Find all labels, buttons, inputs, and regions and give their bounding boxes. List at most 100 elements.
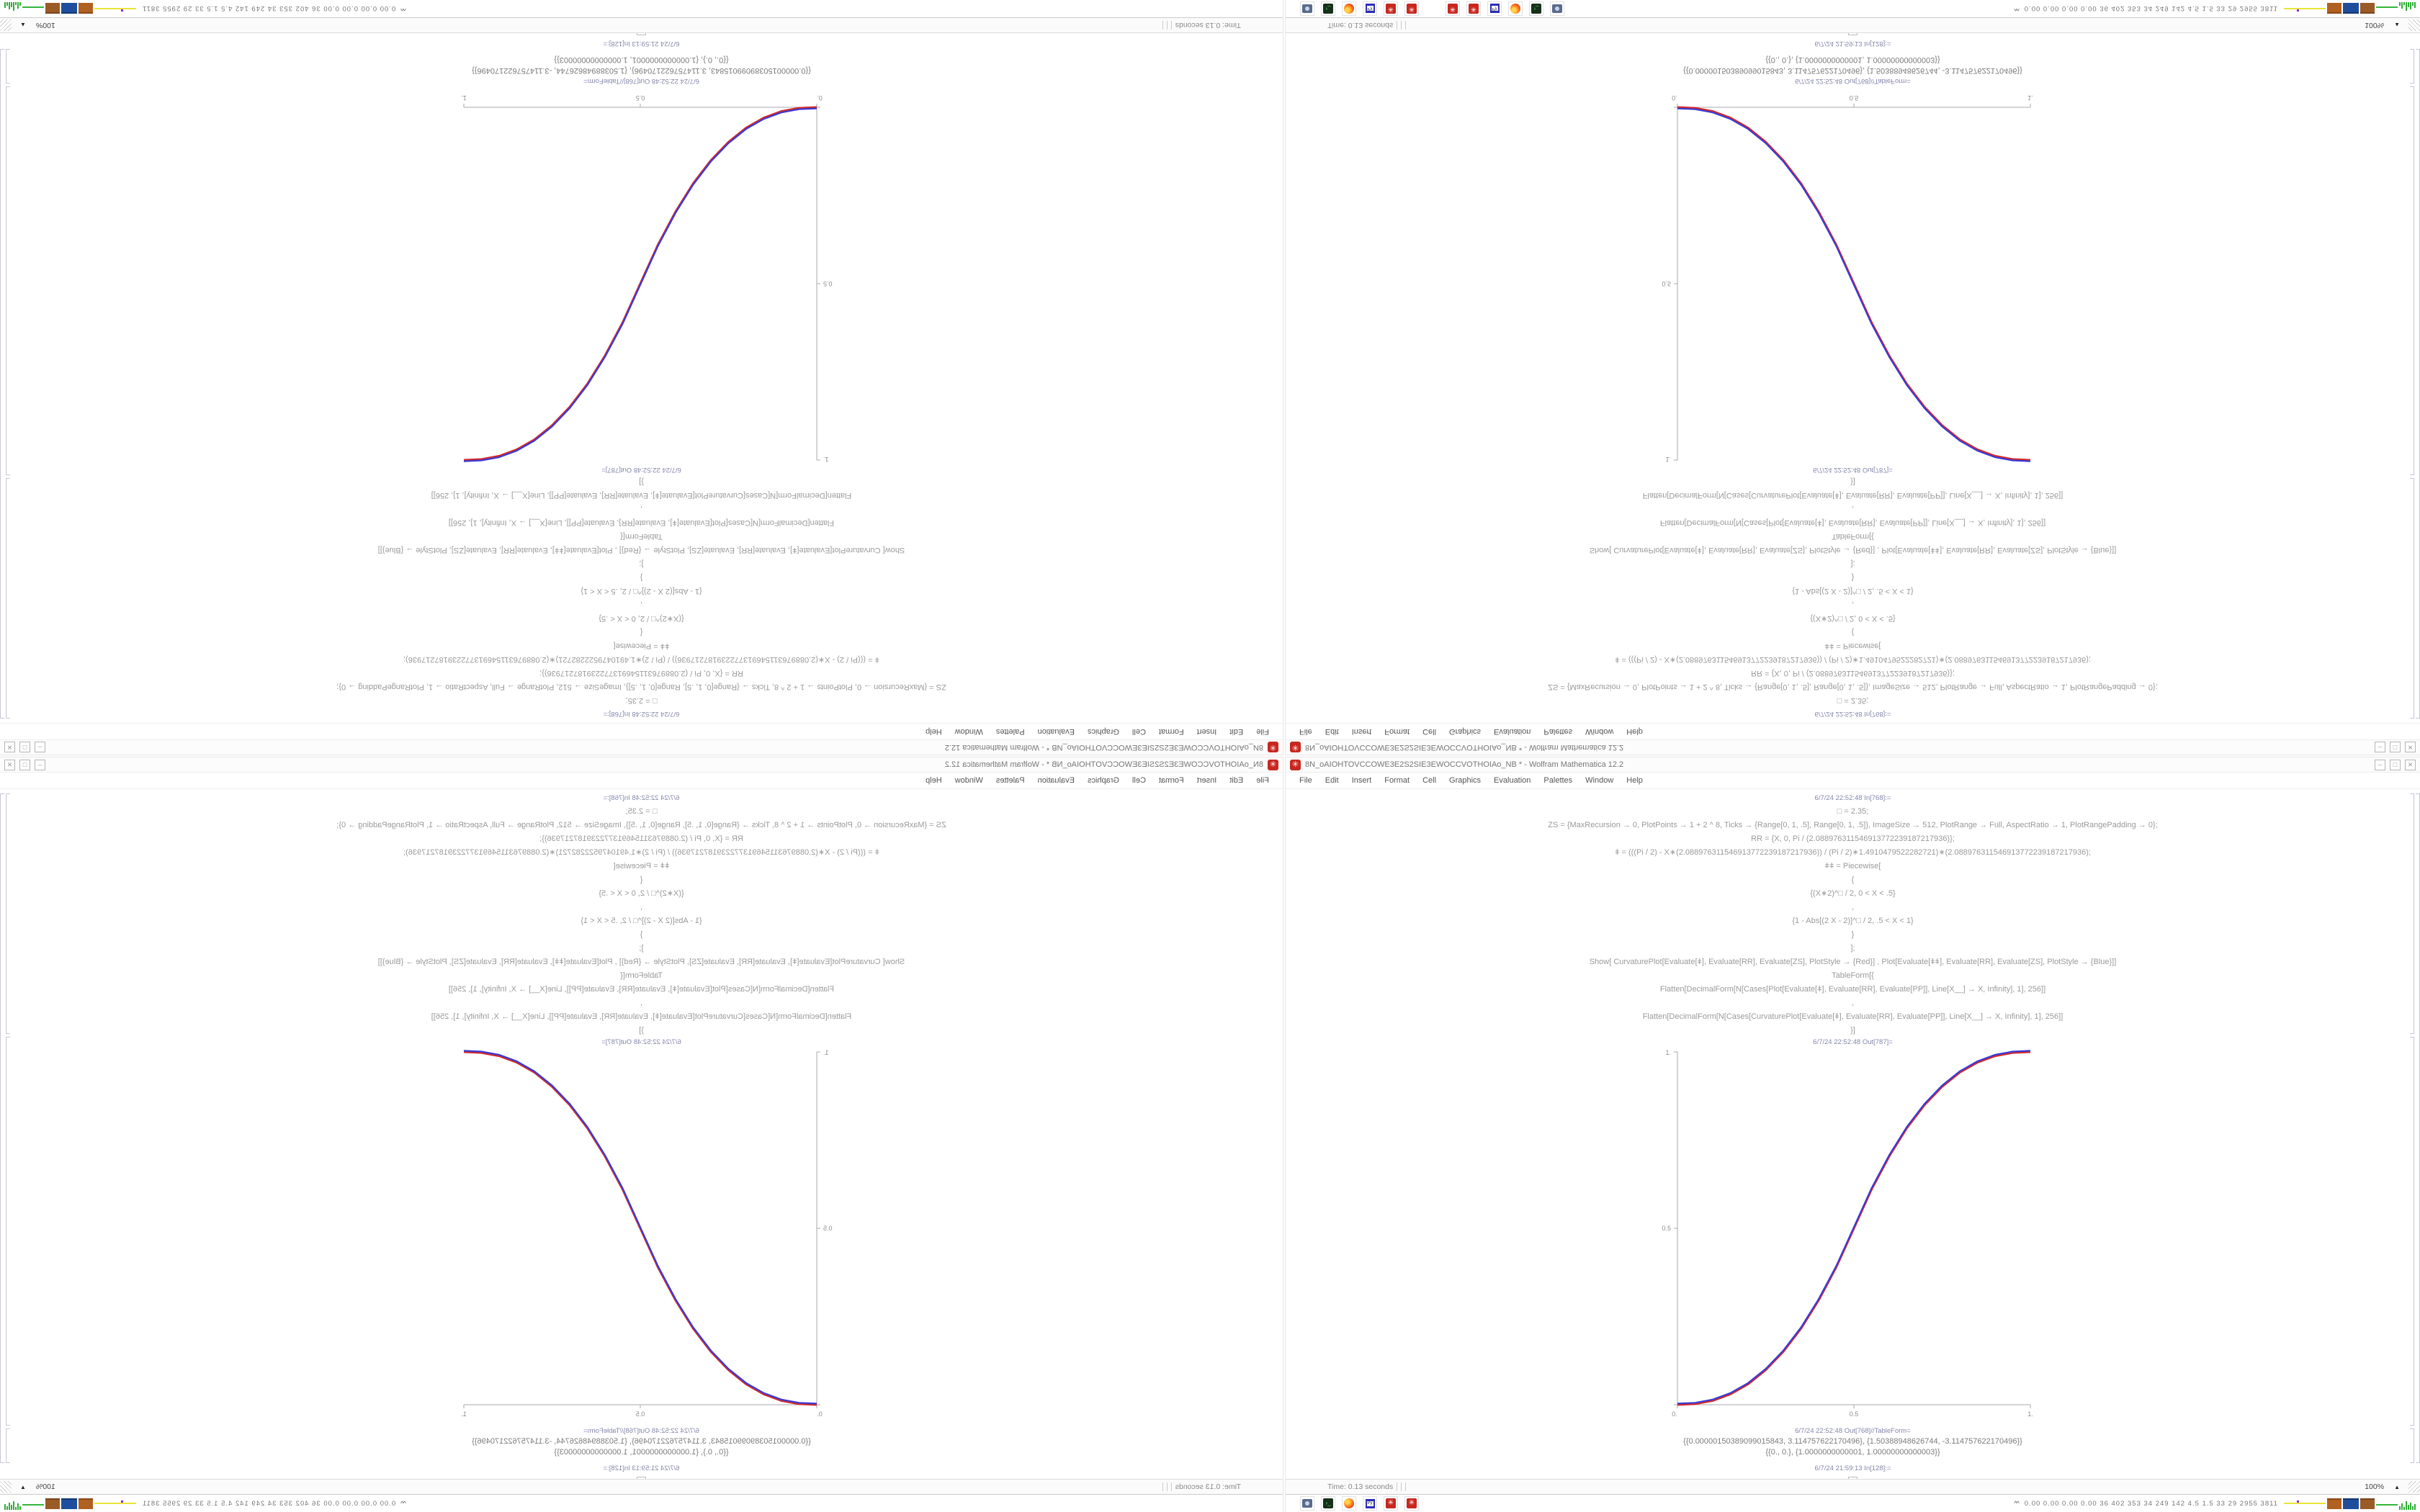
menu-item[interactable]: Graphics bbox=[1449, 727, 1482, 736]
menu-item[interactable]: Window bbox=[954, 776, 983, 785]
menu-item[interactable]: Cell bbox=[1422, 727, 1437, 736]
window-titlebar[interactable]: ✳ 8N_oAIOHTOVCCOWE3E2S2SIE3EWOCCVOTHOIAo… bbox=[0, 739, 1283, 755]
magnification-popup-icon[interactable]: ▲ bbox=[2394, 22, 2400, 29]
taskbar-button[interactable] bbox=[1342, 1496, 1356, 1511]
close-button[interactable]: ✕ bbox=[2405, 759, 2416, 770]
menu-item[interactable]: Palettes bbox=[995, 727, 1025, 736]
taskbar-button[interactable]: ✳ bbox=[1446, 1, 1460, 16]
resize-grip[interactable] bbox=[0, 19, 12, 31]
taskbar-button[interactable]: ✳ bbox=[1404, 1, 1419, 16]
menu-item[interactable]: Format bbox=[1384, 727, 1410, 736]
cell-label-out-table[interactable]: 6/7/24 22:52:48 Out[768]//TableForm= bbox=[1795, 1427, 1911, 1435]
taskbar-button[interactable]: ✳ bbox=[1404, 1496, 1419, 1511]
menu-item[interactable]: Format bbox=[1158, 776, 1184, 785]
menu-item[interactable]: Palettes bbox=[995, 776, 1025, 785]
menu-item[interactable]: Window bbox=[954, 727, 983, 736]
menu-item[interactable]: Help bbox=[1626, 727, 1643, 736]
notebook-content[interactable]: 6/7/24 22:52:48 In[768]:= □ = 2.35; ZS = … bbox=[1286, 26, 2420, 723]
cell-label-in[interactable]: 6/7/24 22:52:48 In[768]:= bbox=[603, 710, 680, 718]
maximize-button[interactable]: □ bbox=[2390, 759, 2401, 770]
menu-item[interactable]: File bbox=[1299, 776, 1312, 785]
maximize-button[interactable]: □ bbox=[19, 742, 30, 753]
menu-item[interactable]: Palettes bbox=[1543, 727, 1573, 736]
menu-item[interactable]: Edit bbox=[1229, 776, 1244, 785]
taskbar-button[interactable] bbox=[1300, 1496, 1314, 1511]
menu-item[interactable]: Help bbox=[926, 727, 942, 736]
magnification-popup-icon[interactable]: ▲ bbox=[20, 1483, 26, 1490]
taskbar-button[interactable] bbox=[1300, 1, 1314, 16]
menu-item[interactable]: Graphics bbox=[1449, 776, 1482, 785]
cell-label-out-plot[interactable]: 6/7/24 22:52:48 Out[787]= bbox=[601, 466, 681, 474]
input-code-cell[interactable]: □ = 2.35; ZS = {MaxRecursion → 0, PlotPoi… bbox=[1407, 805, 2300, 1038]
taskbar-button[interactable]: ✳ bbox=[1384, 1496, 1398, 1511]
minimize-button[interactable]: – bbox=[2375, 742, 2385, 753]
menu-item[interactable]: Edit bbox=[1325, 776, 1339, 785]
taskbar-button[interactable]: ✳ bbox=[1466, 1, 1481, 16]
tray-chevron-icon[interactable]: ^^ bbox=[401, 5, 406, 12]
minimize-button[interactable]: – bbox=[2375, 759, 2385, 770]
menu-item[interactable]: Graphics bbox=[1087, 727, 1119, 736]
taskbar-button[interactable] bbox=[1508, 1, 1523, 16]
menu-item[interactable]: Graphics bbox=[1087, 776, 1119, 785]
notebook-content[interactable]: 6/7/24 22:52:48 In[768]:= □ = 2.35; ZS = … bbox=[0, 26, 1283, 723]
cell-label-in-last[interactable]: 6/7/24 21:59:13 In[128]:= bbox=[603, 40, 680, 48]
menu-item[interactable]: Palettes bbox=[1543, 776, 1573, 785]
menu-item[interactable]: Evaluation bbox=[1037, 776, 1075, 785]
input-code-cell[interactable]: □ = 2.35; ZS = {MaxRecursion → 0, PlotPoi… bbox=[1407, 474, 2300, 707]
menu-item[interactable]: Insert bbox=[1351, 727, 1372, 736]
cell-label-in-last[interactable]: 6/7/24 21:59:13 In[128]:= bbox=[1814, 40, 1891, 48]
cell-label-out-table[interactable]: 6/7/24 22:52:48 Out[768]//TableForm= bbox=[1795, 77, 1911, 85]
close-button[interactable]: ✕ bbox=[4, 759, 15, 770]
tray-chevron-icon[interactable]: ^^ bbox=[401, 1500, 406, 1507]
menu-item[interactable]: Evaluation bbox=[1494, 776, 1531, 785]
menu-item[interactable]: Window bbox=[1585, 776, 1614, 785]
input-code-cell[interactable]: □ = 2.35; ZS = {MaxRecursion → 0, PlotPoi… bbox=[195, 474, 1088, 707]
taskbar-button[interactable]: ›_ bbox=[1529, 1, 1543, 16]
menu-item[interactable]: Evaluation bbox=[1494, 727, 1531, 736]
menu-item[interactable]: Insert bbox=[1351, 776, 1372, 785]
resize-grip[interactable] bbox=[2408, 1481, 2420, 1493]
magnification-value[interactable]: 100% bbox=[2365, 1482, 2385, 1491]
cell-label-in[interactable]: 6/7/24 22:52:48 In[768]:= bbox=[603, 794, 680, 802]
taskbar-button[interactable] bbox=[1550, 1, 1564, 16]
menu-item[interactable]: File bbox=[1299, 727, 1312, 736]
menu-item[interactable]: Format bbox=[1384, 776, 1410, 785]
input-code-cell[interactable]: □ = 2.35; ZS = {MaxRecursion → 0, PlotPoi… bbox=[195, 805, 1088, 1038]
close-button[interactable]: ✕ bbox=[4, 742, 15, 753]
taskbar-button[interactable]: Py bbox=[1363, 1496, 1377, 1511]
minimize-button[interactable]: – bbox=[35, 742, 45, 753]
tray-chevron-icon[interactable]: ^^ bbox=[2014, 1500, 2020, 1507]
cell-label-in[interactable]: 6/7/24 22:52:48 In[768]:= bbox=[1814, 794, 1891, 802]
cell-label-out-plot[interactable]: 6/7/24 22:52:48 Out[787]= bbox=[1813, 466, 1893, 474]
taskbar-button[interactable]: ›_ bbox=[1321, 1496, 1335, 1511]
magnification-value[interactable]: 100% bbox=[35, 1482, 55, 1491]
close-button[interactable]: ✕ bbox=[2405, 742, 2416, 753]
magnification-popup-icon[interactable]: ▲ bbox=[2394, 1483, 2400, 1490]
magnification-popup-icon[interactable]: ▲ bbox=[20, 22, 26, 29]
menu-item[interactable]: Insert bbox=[1196, 776, 1217, 785]
cell-label-in[interactable]: 6/7/24 22:52:48 In[768]:= bbox=[1814, 710, 1891, 718]
menu-item[interactable]: Edit bbox=[1325, 727, 1339, 736]
menu-item[interactable]: File bbox=[1256, 727, 1269, 736]
menu-item[interactable]: Help bbox=[926, 776, 942, 785]
taskbar-button[interactable]: ✳ bbox=[1384, 1, 1398, 16]
minimize-button[interactable]: – bbox=[35, 759, 45, 770]
window-titlebar[interactable]: ✳ 8N_oAIOHTOVCCOWE3E2S2SIE3EWOCCVOTHOIAo… bbox=[1286, 739, 2420, 755]
menu-item[interactable]: Cell bbox=[1422, 776, 1437, 785]
window-titlebar[interactable]: ✳ 8N_oAIOHTOVCCOWE3E2S2SIE3EWOCCVOTHOIAo… bbox=[1286, 757, 2420, 773]
menu-item[interactable]: Edit bbox=[1229, 727, 1244, 736]
tray-chevron-icon[interactable]: ^^ bbox=[2014, 5, 2019, 12]
magnification-value[interactable]: 100% bbox=[35, 21, 55, 30]
cell-label-out-table[interactable]: 6/7/24 22:52:48 Out[768]//TableForm= bbox=[583, 77, 699, 85]
cell-label-out-table[interactable]: 6/7/24 22:52:48 Out[768]//TableForm= bbox=[583, 1427, 699, 1435]
resize-grip[interactable] bbox=[2408, 19, 2420, 31]
taskbar-button[interactable]: Py bbox=[1487, 1, 1502, 16]
menu-item[interactable]: Help bbox=[1626, 776, 1643, 785]
menu-item[interactable]: File bbox=[1256, 776, 1269, 785]
cell-label-in-last[interactable]: 6/7/24 21:59:13 In[128]:= bbox=[603, 1464, 680, 1472]
menu-item[interactable]: Evaluation bbox=[1037, 727, 1075, 736]
notebook-content[interactable]: 6/7/24 22:52:48 In[768]:= □ = 2.35; ZS = … bbox=[1286, 789, 2420, 1486]
menu-item[interactable]: Format bbox=[1158, 727, 1184, 736]
taskbar-button[interactable] bbox=[1342, 1, 1356, 16]
notebook-content[interactable]: 6/7/24 22:52:48 In[768]:= □ = 2.35; ZS = … bbox=[0, 789, 1283, 1486]
